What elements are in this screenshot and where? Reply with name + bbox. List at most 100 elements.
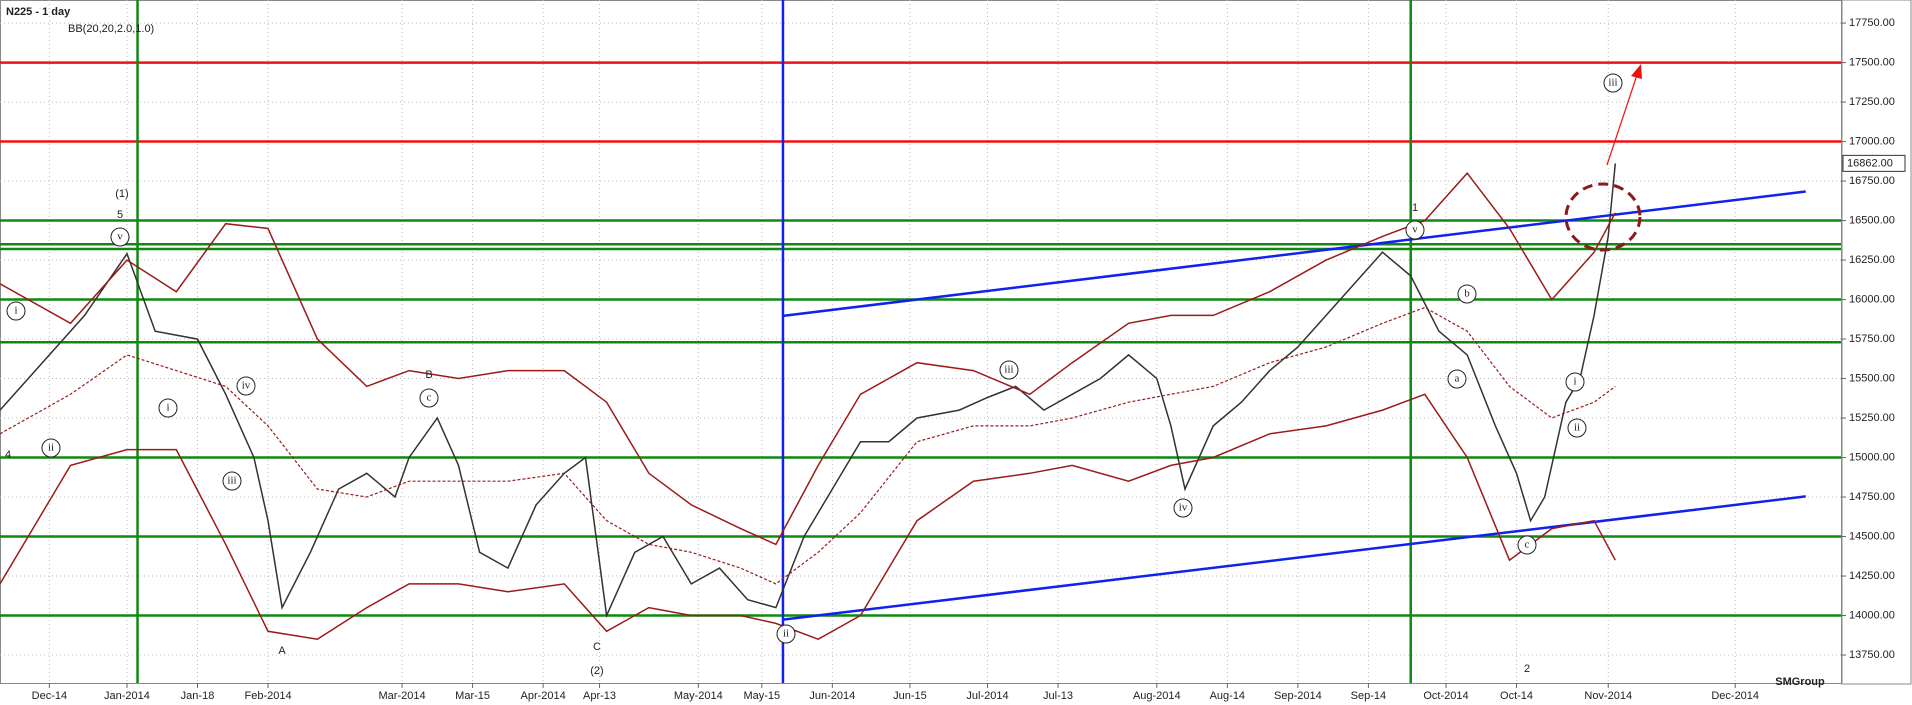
chart-subtitle: BB(20,20,2.0,1.0) — [68, 23, 154, 35]
wave-label: iii — [1608, 77, 1617, 89]
projection-arrow — [1606, 74, 1638, 166]
wave-circle — [1565, 372, 1585, 392]
wave-circle — [41, 438, 61, 458]
wave-label: iii — [227, 475, 236, 487]
wave-label: (1) — [115, 188, 128, 200]
y-tick-label: 17750.00 — [1849, 17, 1895, 29]
wave-label: iv — [242, 380, 251, 392]
y-tick-label: 14500.00 — [1849, 530, 1895, 542]
wave-label: B — [425, 369, 432, 381]
wave-circle — [1517, 535, 1537, 555]
wave-label: iv — [1179, 502, 1188, 514]
wave-label: b — [1464, 288, 1470, 300]
wave-label: c — [427, 392, 432, 404]
x-tick-label: Jul-2014 — [966, 690, 1008, 702]
y-tick-label: 14250.00 — [1849, 570, 1895, 582]
y-tick-label: 13750.00 — [1849, 649, 1895, 661]
y-tick-label: 15500.00 — [1849, 372, 1895, 384]
x-tick-label: Jan-18 — [181, 690, 215, 702]
wave-circle — [158, 398, 178, 418]
wave-circle — [999, 360, 1019, 380]
y-tick-label: 17500.00 — [1849, 56, 1895, 68]
last-price-label: 16862.00 — [1847, 157, 1893, 169]
series-line — [0, 393, 1616, 641]
x-tick-label: Oct-14 — [1500, 690, 1533, 702]
wave-label: A — [278, 645, 286, 657]
wave-label: ii — [1574, 422, 1580, 434]
wave-label: c — [1525, 539, 1530, 551]
x-tick-label: Apr-2014 — [520, 690, 565, 702]
x-tick-label: Jun-2014 — [809, 690, 855, 702]
wave-label: i — [166, 402, 169, 414]
x-tick-label: Aug-2014 — [1133, 690, 1181, 702]
wave-circle — [419, 388, 439, 408]
watermark: SMGroup — [1775, 676, 1825, 688]
wave-label: 4 — [5, 449, 11, 461]
wave-label: ii — [783, 628, 789, 640]
wave-label: a — [1455, 373, 1460, 385]
wave-label: i — [14, 305, 17, 317]
wave-circle — [236, 376, 256, 396]
x-tick-label: May-15 — [743, 690, 780, 702]
wave-circle — [222, 471, 242, 491]
y-tick-label: 17000.00 — [1849, 135, 1895, 147]
wave-label: v — [1412, 224, 1418, 236]
x-tick-label: Feb-2014 — [244, 690, 291, 702]
y-tick-label: 16250.00 — [1849, 254, 1895, 266]
wave-label: v — [117, 231, 123, 243]
y-tick-label: 16500.00 — [1849, 214, 1895, 226]
wave-circle — [110, 227, 130, 247]
last-price-box — [1842, 154, 1906, 172]
arrow-head — [1631, 64, 1642, 79]
y-tick-label: 17250.00 — [1849, 96, 1895, 108]
y-tick-label: 15250.00 — [1849, 412, 1895, 424]
target-ellipse — [1564, 182, 1642, 252]
y-tick-label: 14750.00 — [1849, 491, 1895, 503]
wave-label: C — [593, 641, 601, 653]
trend-line — [782, 495, 1806, 621]
wave-circle — [1457, 284, 1477, 304]
wave-label: 5 — [117, 209, 123, 221]
x-tick-label: Sep-2014 — [1274, 690, 1322, 702]
trend-line — [782, 190, 1806, 318]
series-line — [0, 306, 1616, 585]
wave-circle — [1447, 369, 1467, 389]
x-tick-label: May-2014 — [674, 690, 723, 702]
x-tick-label: Nov-2014 — [1584, 690, 1632, 702]
chart-title: N225 - 1 day — [6, 6, 71, 18]
x-tick-label: Mar-2014 — [379, 690, 426, 702]
x-tick-label: Sep-14 — [1351, 690, 1386, 702]
series-line — [0, 163, 1617, 619]
wave-circle — [1567, 418, 1587, 438]
wave-label: (2) — [590, 665, 603, 677]
x-tick-label: Oct-2014 — [1423, 690, 1468, 702]
wave-label: 2 — [1524, 663, 1530, 675]
x-tick-label: Dec-2014 — [1711, 690, 1759, 702]
y-tick-label: 15000.00 — [1849, 451, 1895, 463]
wave-label: iii — [1004, 364, 1013, 376]
wave-circle — [1603, 73, 1623, 93]
x-tick-label: Dec-14 — [32, 690, 67, 702]
series-line — [0, 172, 1616, 546]
x-tick-label: Jul-13 — [1043, 690, 1073, 702]
x-tick-label: Mar-15 — [455, 690, 490, 702]
wave-circle — [1405, 220, 1425, 240]
wave-circle — [1173, 498, 1193, 518]
y-tick-label: 16000.00 — [1849, 293, 1895, 305]
wave-circle — [6, 301, 26, 321]
y-tick-label: 15750.00 — [1849, 333, 1895, 345]
y-tick-label: 14000.00 — [1849, 609, 1895, 621]
y-axis-panel — [1841, 0, 1912, 685]
x-tick-label: Jun-15 — [893, 690, 927, 702]
wave-circle — [776, 624, 796, 644]
x-tick-label: Jan-2014 — [104, 690, 150, 702]
x-tick-label: Aug-14 — [1210, 690, 1245, 702]
x-tick-label: Apr-13 — [583, 690, 616, 702]
y-tick-label: 16750.00 — [1849, 175, 1895, 187]
wave-label: i — [1573, 376, 1576, 388]
wave-label: 1 — [1412, 202, 1418, 214]
wave-label: ii — [48, 442, 54, 454]
